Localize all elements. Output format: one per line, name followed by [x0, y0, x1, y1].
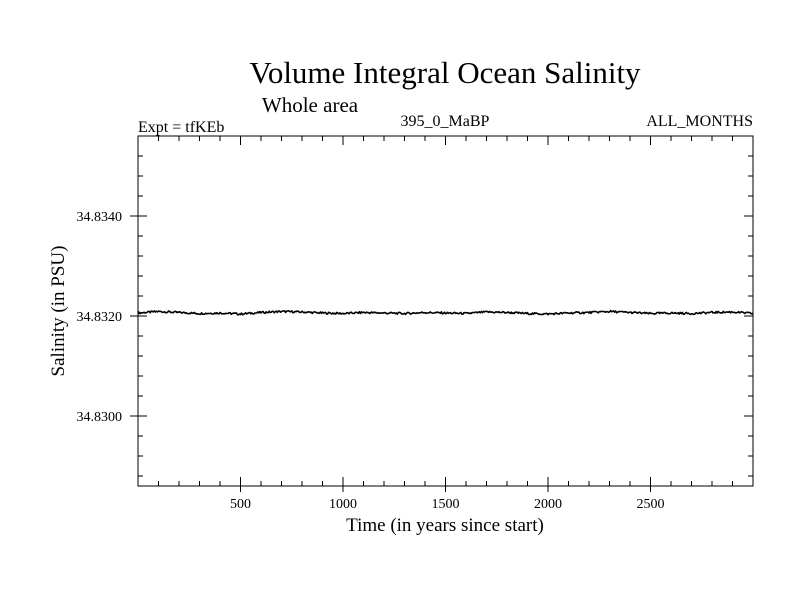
chart-title: Volume Integral Ocean Salinity	[249, 55, 641, 90]
y-axis-label: Salinity (in PSU)	[48, 246, 69, 377]
x-tick-label: 2000	[534, 497, 562, 512]
months-label: ALL_MONTHS	[646, 113, 753, 130]
x-axis-ticks: 500 1000 1500 2000 2500	[158, 136, 733, 512]
y-tick-label: 34.8340	[77, 210, 123, 225]
x-tick-label: 2500	[637, 497, 665, 512]
plot-frame	[137, 135, 754, 487]
x-tick-label: 1500	[432, 497, 460, 512]
series-layer	[137, 309, 754, 316]
y-axis-ticks: 34.8300 34.8320 34.8340	[77, 135, 753, 477]
salinity-series-line	[137, 309, 754, 316]
y-tick-label: 34.8320	[77, 310, 123, 325]
chart-subtitle: Whole area	[262, 93, 359, 117]
x-tick-label: 500	[230, 497, 251, 512]
x-tick-label: 1000	[329, 497, 357, 512]
y-tick-label: 34.8300	[77, 410, 123, 425]
x-axis-label: Time (in years since start)	[346, 515, 544, 536]
experiment-label: Expt = tfKEb	[138, 119, 224, 136]
period-label: 395_0_MaBP	[401, 113, 490, 130]
